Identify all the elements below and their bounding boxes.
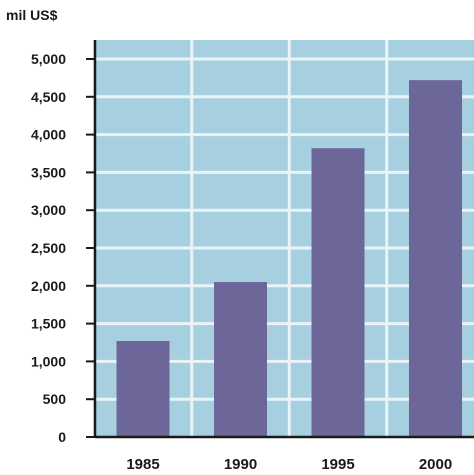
bars <box>116 80 462 437</box>
y-tick-label: 2,000 <box>31 278 66 294</box>
x-tick-label: 1995 <box>321 456 354 473</box>
x-tick-label: 1985 <box>126 456 159 473</box>
y-tick-label: 4,000 <box>31 127 66 143</box>
x-tick-label: 1990 <box>224 456 257 473</box>
bar-1985 <box>116 340 170 437</box>
y-tick-label: 3,000 <box>31 202 66 218</box>
bar-2000 <box>409 80 462 437</box>
y-tick-label: 5,000 <box>31 51 66 67</box>
y-tick-label: 2,500 <box>31 240 66 256</box>
y-tick-label: 1,000 <box>31 353 66 369</box>
y-tick-label: 0 <box>58 429 66 445</box>
x-tick-label: 2000 <box>419 456 452 473</box>
bar-1990 <box>214 282 267 437</box>
x-axis-ticks: 1985 1990 1995 2000 <box>126 456 452 473</box>
bar-1995 <box>311 148 365 437</box>
y-tick-label: 4,500 <box>31 89 66 105</box>
y-tick-label: 1,500 <box>31 316 66 332</box>
y-tick-label: 3,500 <box>31 164 66 180</box>
y-axis-ticks: 0 500 1,000 1,500 2,000 2,500 3,000 3,500 4,000 4… <box>31 51 95 445</box>
unit-label: mil US$ <box>6 7 58 23</box>
y-tick-label: 500 <box>43 391 67 407</box>
